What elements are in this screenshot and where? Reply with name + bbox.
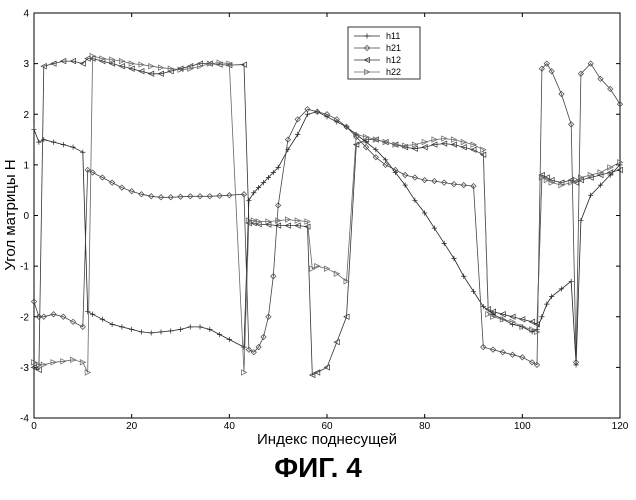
legend-label-h21: h21 — [386, 43, 401, 53]
y-axis-label: Угол матрицы H — [2, 159, 19, 270]
plot-area — [34, 13, 620, 418]
figure-caption: ФИГ. 4 — [0, 452, 636, 484]
chart: 020406080100120-4-3-2-101234 h11h21h12h2… — [0, 0, 636, 450]
x-axis-label: Индекс поднесущей — [257, 431, 397, 448]
legend: h11 h21 h12 h22 — [348, 27, 420, 79]
x-tick-label: 20 — [126, 421, 138, 432]
y-tick-label: 3 — [23, 59, 29, 70]
x-tick-label: 80 — [419, 421, 431, 432]
y-tick-label: 4 — [23, 9, 29, 20]
y-tick-label: 0 — [23, 211, 29, 222]
y-tick-label: -3 — [20, 363, 29, 374]
x-tick-label: 120 — [612, 421, 629, 432]
y-tick-label: 2 — [23, 110, 29, 121]
y-tick-label: -4 — [20, 414, 29, 425]
legend-label-h22: h22 — [386, 67, 401, 77]
y-tick-label: -1 — [20, 262, 29, 273]
x-tick-label: 100 — [514, 421, 531, 432]
legend-label-h12: h12 — [386, 55, 401, 65]
x-tick-label: 40 — [224, 421, 236, 432]
x-tick-label: 0 — [31, 421, 37, 432]
legend-label-h11: h11 — [386, 31, 400, 41]
y-tick-label: -2 — [20, 312, 29, 323]
legend-box — [348, 27, 420, 79]
y-tick-label: 1 — [23, 160, 29, 171]
